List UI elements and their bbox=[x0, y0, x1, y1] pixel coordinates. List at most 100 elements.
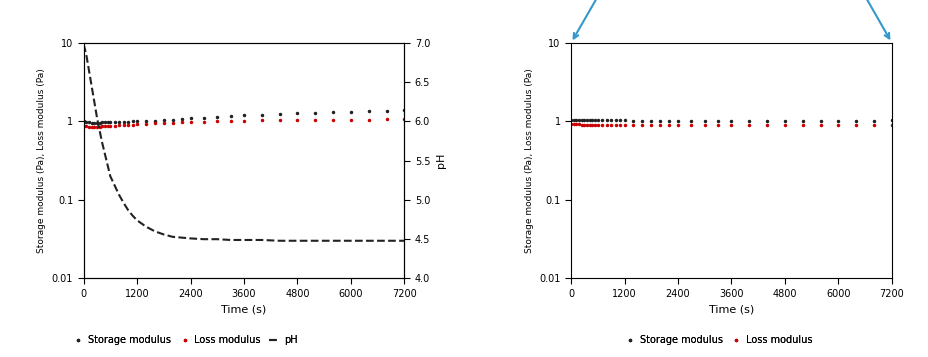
pH bbox=[113, 193, 124, 197]
Y-axis label: Storage modulus (Pa), Loss modulus (Pa): Storage modulus (Pa), Loss modulus (Pa) bbox=[524, 68, 534, 253]
Loss modulus bbox=[578, 122, 589, 127]
Storage modulus bbox=[573, 118, 584, 122]
Loss modulus bbox=[779, 123, 790, 127]
Loss modulus bbox=[97, 124, 108, 128]
Loss modulus bbox=[584, 122, 595, 127]
Loss modulus bbox=[814, 123, 825, 127]
Line: Storage modulus: Storage modulus bbox=[82, 108, 406, 125]
Legend: Storage modulus, Loss modulus: Storage modulus, Loss modulus bbox=[624, 335, 812, 345]
Loss modulus bbox=[99, 124, 110, 128]
pH bbox=[167, 235, 178, 239]
pH bbox=[291, 238, 303, 243]
Loss modulus bbox=[380, 117, 392, 121]
Loss modulus bbox=[573, 122, 584, 126]
Storage modulus bbox=[238, 113, 250, 117]
Loss modulus bbox=[699, 123, 710, 127]
Storage modulus bbox=[636, 119, 647, 123]
Loss modulus bbox=[575, 122, 586, 127]
Loss modulus bbox=[78, 124, 89, 128]
Storage modulus bbox=[78, 119, 89, 124]
Loss modulus bbox=[636, 123, 647, 127]
pH bbox=[225, 238, 236, 242]
pH bbox=[86, 84, 97, 88]
Storage modulus bbox=[565, 117, 576, 122]
Line: Loss modulus: Loss modulus bbox=[82, 117, 406, 129]
pH bbox=[81, 52, 92, 57]
pH bbox=[175, 236, 187, 240]
Loss modulus bbox=[581, 122, 592, 127]
Storage modulus bbox=[743, 119, 754, 123]
Loss modulus bbox=[685, 123, 696, 127]
pH bbox=[127, 213, 138, 218]
Loss modulus bbox=[586, 122, 598, 127]
Loss modulus bbox=[140, 122, 151, 126]
Loss modulus bbox=[132, 122, 143, 126]
Storage modulus bbox=[868, 119, 879, 123]
Storage modulus bbox=[363, 109, 374, 113]
Loss modulus bbox=[175, 120, 187, 125]
pH bbox=[198, 237, 209, 241]
Loss modulus bbox=[868, 123, 879, 127]
pH bbox=[94, 129, 105, 133]
pH bbox=[78, 42, 89, 46]
Storage modulus bbox=[712, 119, 723, 123]
pH bbox=[110, 183, 121, 188]
pH bbox=[238, 238, 250, 242]
Storage modulus bbox=[596, 118, 607, 122]
Storage modulus bbox=[102, 120, 113, 125]
Storage modulus bbox=[149, 119, 161, 123]
Storage modulus bbox=[672, 119, 683, 123]
Loss modulus bbox=[654, 123, 665, 127]
pH bbox=[256, 238, 267, 242]
Storage modulus bbox=[380, 109, 392, 113]
Loss modulus bbox=[84, 124, 95, 129]
Line: pH: pH bbox=[84, 44, 404, 241]
pH bbox=[140, 225, 151, 229]
Loss modulus bbox=[94, 124, 105, 129]
Line: Storage modulus: Storage modulus bbox=[569, 118, 893, 123]
Loss modulus bbox=[309, 117, 320, 122]
Loss modulus bbox=[158, 121, 169, 125]
Storage modulus bbox=[571, 118, 582, 122]
Loss modulus bbox=[398, 117, 409, 121]
Storage modulus bbox=[645, 119, 656, 123]
Y-axis label: Storage modulus (Pa), Loss modulus (Pa): Storage modulus (Pa), Loss modulus (Pa) bbox=[37, 68, 46, 253]
Line: Loss modulus: Loss modulus bbox=[569, 122, 893, 127]
Storage modulus bbox=[198, 116, 209, 120]
Storage modulus bbox=[86, 121, 97, 125]
Storage modulus bbox=[225, 114, 236, 119]
Loss modulus bbox=[118, 123, 129, 127]
Loss modulus bbox=[105, 124, 116, 128]
Loss modulus bbox=[596, 122, 607, 127]
Storage modulus bbox=[725, 119, 736, 123]
pH bbox=[309, 238, 320, 243]
pH bbox=[84, 68, 95, 72]
pH bbox=[99, 152, 110, 156]
Storage modulus bbox=[185, 116, 196, 121]
pH bbox=[97, 141, 108, 146]
Text: pH 6.89: pH 6.89 bbox=[833, 0, 888, 39]
pH bbox=[89, 100, 100, 104]
Storage modulus bbox=[140, 119, 151, 123]
pH bbox=[105, 174, 116, 178]
Loss modulus bbox=[86, 124, 97, 129]
Loss modulus bbox=[831, 123, 843, 127]
Legend: Storage modulus, Loss modulus, pH: Storage modulus, Loss modulus, pH bbox=[72, 335, 298, 345]
Loss modulus bbox=[618, 123, 629, 127]
Loss modulus bbox=[256, 118, 267, 122]
Loss modulus bbox=[127, 122, 138, 127]
Storage modulus bbox=[831, 119, 843, 123]
Loss modulus bbox=[89, 124, 100, 129]
Storage modulus bbox=[796, 119, 807, 123]
Storage modulus bbox=[105, 120, 116, 125]
Storage modulus bbox=[94, 121, 105, 125]
Storage modulus bbox=[398, 108, 409, 112]
pH bbox=[91, 115, 102, 120]
pH bbox=[122, 208, 134, 212]
Storage modulus bbox=[97, 120, 108, 125]
Storage modulus bbox=[110, 120, 121, 124]
pH bbox=[132, 218, 143, 222]
Storage modulus bbox=[581, 118, 592, 122]
Storage modulus bbox=[345, 110, 356, 114]
Loss modulus bbox=[102, 124, 113, 128]
